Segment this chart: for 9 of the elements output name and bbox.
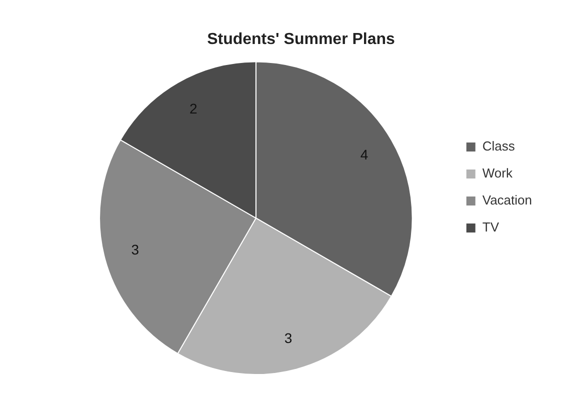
data-label: 4 bbox=[360, 146, 368, 162]
legend-label: Work bbox=[482, 166, 513, 181]
chart-title: Students' Summer Plans bbox=[207, 31, 396, 48]
data-label: 3 bbox=[131, 241, 140, 258]
data-label: 2 bbox=[189, 100, 198, 117]
legend-label: Vacation bbox=[482, 192, 532, 208]
data-label: 3 bbox=[284, 330, 292, 346]
legend-label: Class bbox=[482, 138, 516, 154]
legend-label: TV bbox=[482, 220, 500, 235]
